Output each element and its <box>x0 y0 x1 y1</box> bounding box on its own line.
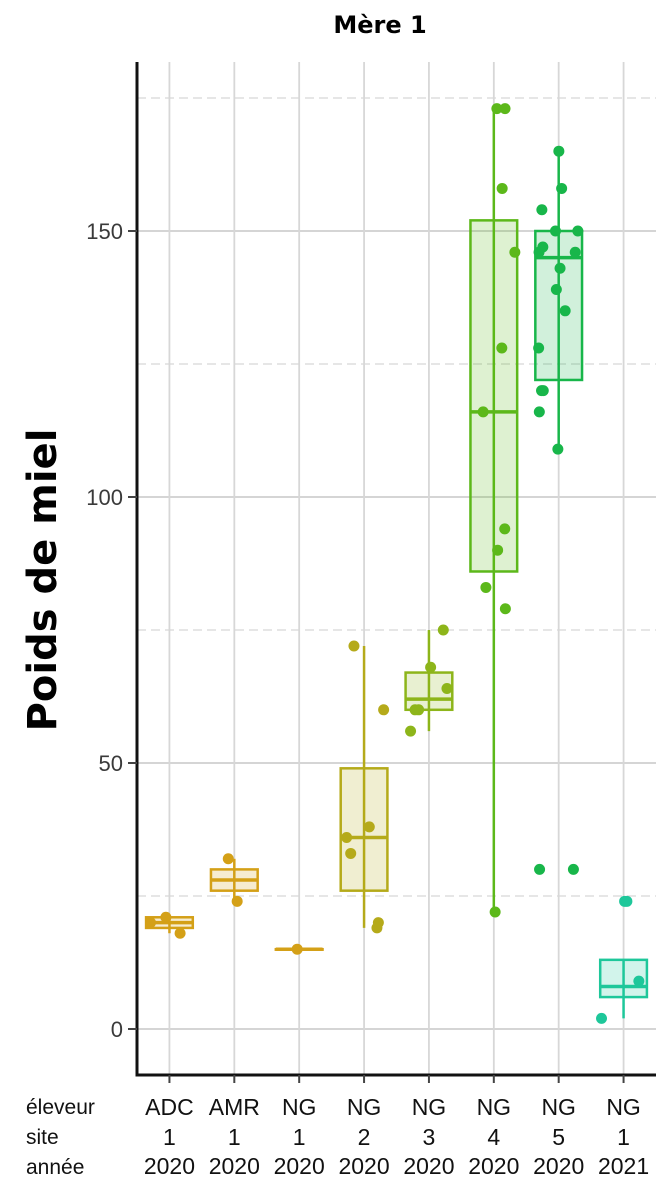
x-tick-label-annee: 2020 <box>468 1153 519 1179</box>
x-tick-label-eleveur: NG <box>606 1094 641 1120</box>
data-point <box>378 704 390 716</box>
data-point <box>533 406 545 418</box>
box-group-0 <box>144 911 195 939</box>
x-tick-label-site: 4 <box>487 1124 500 1150</box>
x-tick-label-annee: 2020 <box>144 1153 195 1179</box>
data-point <box>633 975 645 987</box>
x-tick-label-annee: 2020 <box>209 1153 260 1179</box>
data-point <box>536 204 548 216</box>
data-point <box>499 523 511 535</box>
data-point <box>554 262 566 274</box>
x-tick-label-annee: 2020 <box>403 1153 454 1179</box>
x-tick-label-site: 1 <box>163 1124 176 1150</box>
data-point <box>534 863 546 875</box>
data-point <box>145 917 157 929</box>
data-point <box>567 863 579 875</box>
box <box>339 767 389 892</box>
x-tick-label-annee: 2021 <box>598 1153 649 1179</box>
x-tick-label-eleveur: NG <box>282 1094 317 1120</box>
data-point <box>160 911 172 923</box>
data-point <box>550 284 562 296</box>
x-tick-label-site: 1 <box>617 1124 630 1150</box>
box-group-7 <box>596 895 649 1024</box>
data-point <box>509 246 521 258</box>
x-tick-label-eleveur: AMR <box>209 1094 260 1120</box>
data-point <box>348 640 360 652</box>
x-tick-label-site: 5 <box>552 1124 565 1150</box>
row-label-eleveur: éleveur <box>26 1096 95 1119</box>
data-point <box>596 1012 608 1024</box>
data-point <box>533 342 545 354</box>
data-point <box>174 927 186 939</box>
data-point <box>553 145 565 157</box>
data-point <box>496 182 508 194</box>
axes <box>135 62 656 1077</box>
gridlines <box>137 62 656 1075</box>
data-point <box>437 624 449 636</box>
data-point <box>492 544 504 556</box>
data-point <box>559 305 571 317</box>
data-point <box>552 443 564 455</box>
data-point <box>371 922 383 934</box>
y-axis-label: Poids de miel <box>20 429 66 732</box>
x-tick-label-annee: 2020 <box>533 1153 584 1179</box>
data-point <box>345 847 357 859</box>
data-point <box>499 103 511 115</box>
chart-title: Mère 1 <box>333 11 426 39</box>
x-tick-label-eleveur: NG <box>412 1094 447 1120</box>
data-point <box>405 725 417 737</box>
x-tick-label-eleveur: NG <box>477 1094 512 1120</box>
box-group-2 <box>274 943 324 955</box>
data-point <box>409 704 421 716</box>
y-tick-label: 50 <box>99 751 123 776</box>
data-point <box>499 603 511 615</box>
data-point <box>441 683 453 695</box>
x-tick-label-site: 2 <box>358 1124 371 1150</box>
x-tick-label-annee: 2020 <box>274 1153 325 1179</box>
x-tick-label-eleveur: NG <box>347 1094 382 1120</box>
data-point <box>533 246 545 258</box>
data-point <box>363 821 375 833</box>
data-point <box>491 103 503 115</box>
data-point <box>572 225 584 237</box>
data-point <box>496 342 508 354</box>
data-point <box>222 853 234 865</box>
row-label-annee: année <box>26 1156 84 1179</box>
x-tick-label-eleveur: ADC <box>145 1094 194 1120</box>
x-tick-label-eleveur: NG <box>541 1094 576 1120</box>
tick-labels: 0 50 100 150 ADC 1 2020 AMR 1 2020 NG 1 2020 NG 2 2020 N… <box>86 219 649 1179</box>
data-point <box>291 943 303 955</box>
box <box>469 219 519 573</box>
data-point <box>425 661 437 673</box>
boxes <box>144 103 649 1024</box>
data-point <box>621 895 633 907</box>
box-group-4 <box>404 624 454 737</box>
x-tick-label-site: 1 <box>293 1124 306 1150</box>
box-group-1 <box>209 853 259 907</box>
x-tick-label-site: 3 <box>423 1124 436 1150</box>
box-group-3 <box>339 640 390 934</box>
y-tick-label: 150 <box>86 219 123 244</box>
box-group-6 <box>533 145 584 875</box>
data-point <box>549 225 561 237</box>
data-point <box>480 581 492 593</box>
data-point <box>556 182 568 194</box>
row-label-site: site <box>26 1126 59 1149</box>
x-tick-label-site: 1 <box>228 1124 241 1150</box>
y-tick-label: 0 <box>111 1017 123 1042</box>
data-point <box>477 406 489 418</box>
data-point <box>489 906 501 918</box>
data-point <box>537 385 549 397</box>
data-point <box>341 831 353 843</box>
box-group-5 <box>469 103 521 918</box>
y-tick-label: 100 <box>86 485 123 510</box>
data-point <box>231 895 243 907</box>
data-point <box>569 246 581 258</box>
x-tick-label-annee: 2020 <box>338 1153 389 1179</box>
